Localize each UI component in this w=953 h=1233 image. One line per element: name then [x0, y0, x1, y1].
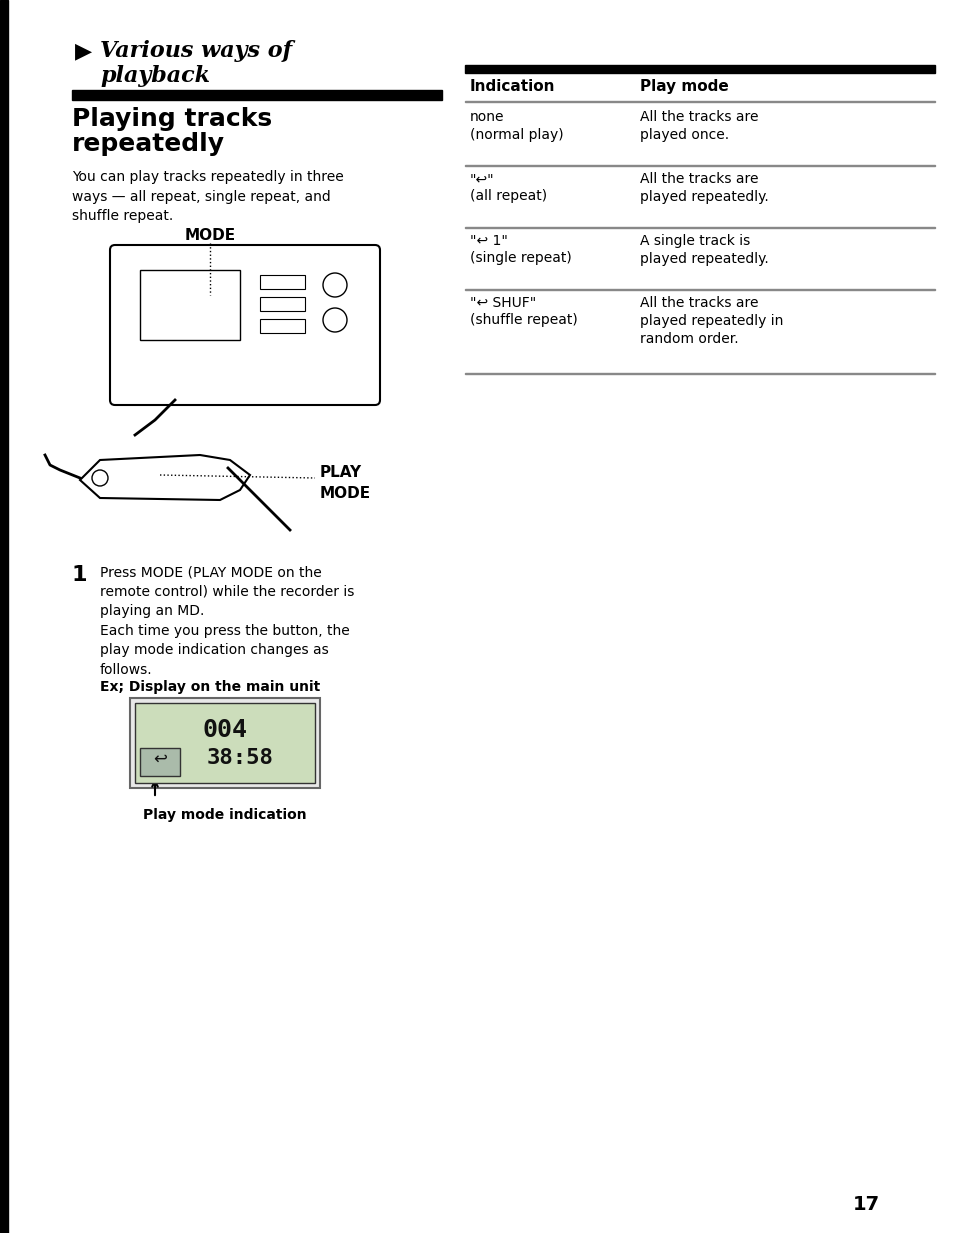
Bar [464, 65, 934, 73]
Circle shape [323, 272, 347, 297]
Text: Play mode indication: Play mode indication [143, 808, 307, 822]
Text: All the tracks are: All the tracks are [639, 110, 758, 125]
Circle shape [91, 470, 108, 486]
Text: Press MODE (PLAY MODE on the
remote control) while the recorder is
playing an MD: Press MODE (PLAY MODE on the remote cont… [100, 565, 354, 677]
Bar [140, 748, 180, 776]
Text: ↩: ↩ [152, 750, 167, 768]
Polygon shape [80, 455, 250, 501]
Text: You can play tracks repeatedly in three
ways — all repeat, single repeat, and
sh: You can play tracks repeatedly in three … [71, 170, 343, 223]
Bar [260, 297, 305, 311]
Text: Playing tracks: Playing tracks [71, 107, 272, 131]
Bar [135, 703, 314, 783]
Text: MODE: MODE [184, 228, 235, 243]
Text: 17: 17 [852, 1195, 879, 1215]
Text: 1: 1 [71, 565, 88, 584]
Text: (shuffle repeat): (shuffle repeat) [470, 313, 578, 327]
Text: none: none [470, 110, 504, 125]
Text: playback: playback [100, 65, 210, 88]
Text: Ex; Display on the main unit: Ex; Display on the main unit [100, 681, 320, 694]
Bar [140, 270, 240, 340]
Text: 38:58: 38:58 [207, 748, 274, 768]
Bar [71, 90, 441, 100]
Text: "↩": "↩" [470, 171, 494, 186]
Bar [260, 319, 305, 333]
Bar [260, 275, 305, 289]
Text: All the tracks are: All the tracks are [639, 296, 758, 309]
Text: (all repeat): (all repeat) [470, 189, 547, 203]
Text: "↩ 1": "↩ 1" [470, 234, 507, 248]
Text: Indication: Indication [470, 79, 555, 94]
Text: Various ways of: Various ways of [100, 39, 292, 62]
Bar [0, 0, 8, 1233]
Text: Play mode: Play mode [639, 79, 728, 94]
Circle shape [323, 308, 347, 332]
Text: ▶: ▶ [75, 39, 92, 62]
Text: A single track is: A single track is [639, 234, 749, 248]
Text: (normal play): (normal play) [470, 128, 563, 142]
Text: All the tracks are: All the tracks are [639, 171, 758, 186]
Text: played repeatedly.: played repeatedly. [639, 252, 768, 266]
Text: played repeatedly in: played repeatedly in [639, 314, 782, 328]
Text: 004: 004 [202, 718, 247, 742]
Text: "↩ SHUF": "↩ SHUF" [470, 296, 536, 309]
Text: (single repeat): (single repeat) [470, 252, 571, 265]
Text: repeatedly: repeatedly [71, 132, 225, 157]
Text: played once.: played once. [639, 128, 728, 142]
Text: random order.: random order. [639, 332, 738, 346]
Text: played repeatedly.: played repeatedly. [639, 190, 768, 203]
Text: PLAY
MODE: PLAY MODE [319, 465, 371, 501]
FancyBboxPatch shape [110, 245, 379, 404]
Bar [130, 698, 319, 788]
